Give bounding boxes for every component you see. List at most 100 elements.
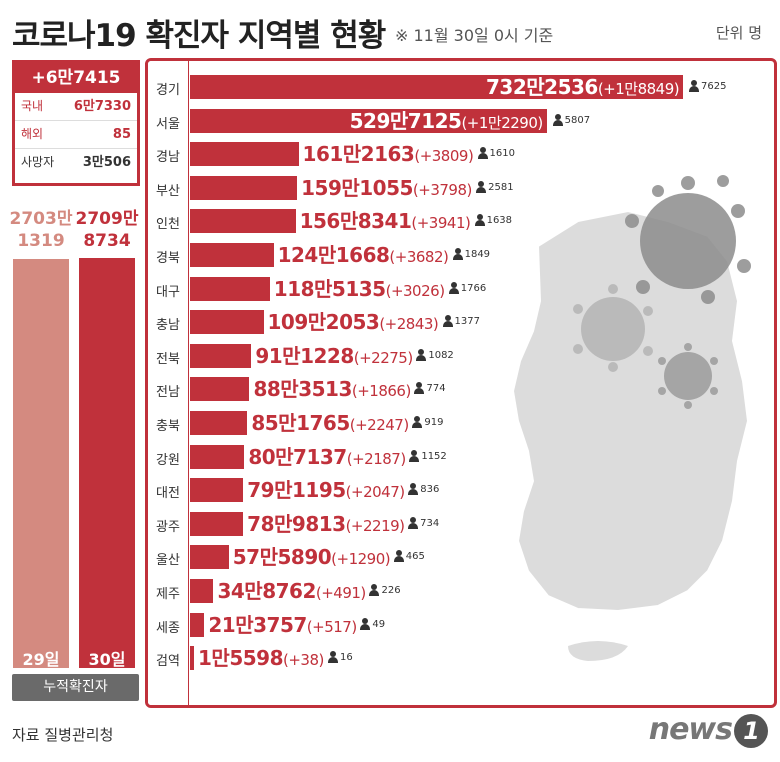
region-label: 강원 [156,452,180,468]
day-label-29: 29일 [22,650,60,669]
increase-value: (+3682) [389,248,449,266]
region-bar [190,545,229,570]
deaths-label: 1610 [477,142,515,166]
cases-value: 80만7137 [248,444,347,469]
deaths-value: 919 [424,417,444,428]
increase-value: (+2187) [346,449,406,468]
region-bar [190,646,194,671]
increase-value: (+3809) [414,147,474,166]
cases-value: 88만3513 [253,377,352,402]
region-label: 전남 [156,385,180,401]
deaths-label: 2581 [476,176,514,200]
region-bar [190,75,683,99]
cumulative-bar-29 [13,259,69,668]
person-icon [474,214,485,227]
person-icon [689,80,699,92]
person-icon [448,281,459,294]
person-icon [416,348,427,361]
news1-logo: news 1 [649,712,768,748]
person-icon [409,449,420,462]
person-icon [442,315,453,328]
deaths-value: 1638 [486,215,513,227]
source-note: 자료 질병관리청 [12,726,114,744]
cases-value: 21만3757 [208,612,307,637]
increase-value: (+3941) [411,214,471,233]
cases-value: 118만5135 [273,276,386,301]
deaths-value: 1152 [421,450,447,462]
cases-value: 79만1195 [247,478,346,503]
region-value-label: 732만2536(+1만8849) [486,75,680,101]
summary-value: 3만506 [82,155,131,170]
deaths-label: 1766 [448,277,487,301]
jeju-island-shape [568,641,628,661]
deaths-label: 774 [414,377,446,401]
region-label: 경기 [156,83,180,98]
cases-value: 1만5598 [198,646,283,671]
region-value-label: 88만3513(+1866) [253,377,411,403]
day-label-30: 30일 [88,650,126,669]
summary-row-overseas: 해외 85 [15,121,137,149]
summary-row-deaths: 사망자 3만506 [15,149,137,176]
logo-mark: 1 [734,714,768,748]
deaths-label: 1849 [452,243,490,267]
region-value-label: 80만7137(+2187) [248,444,406,471]
region-label: 검역 [156,654,180,670]
cases-value: 91만1228 [255,343,354,368]
person-icon [369,584,380,596]
deaths-value: 1766 [460,282,487,294]
deaths-value: 1610 [489,148,515,160]
region-value-label: 1만5598(+38) [198,646,324,672]
increase-value: (+3026) [385,281,445,300]
deaths-label: 7625 [689,75,726,99]
region-label: 대전 [156,486,180,502]
person-icon [408,516,419,529]
region-value-label: 159만1055(+3798) [301,176,472,202]
increase-value: (+1만8849) [597,80,680,98]
increase-value: (+1290) [331,550,391,569]
cases-value: 109만2053 [267,310,380,335]
region-bar [190,108,547,133]
person-icon [477,147,488,160]
cumulative-value-29: 2703만 1319 [9,208,73,252]
deaths-label: 16 [328,646,353,670]
increase-value: (+2219) [345,516,405,535]
region-bar [190,478,244,503]
deaths-value: 5807 [564,114,591,126]
cases-value: 161만2163 [302,142,415,167]
person-icon [393,550,404,563]
region-value-label: 34만8762(+491) [217,579,366,605]
korea-map-illustration [511,175,751,661]
person-icon [408,483,419,496]
logo-text: news [648,712,733,747]
region-bar [190,310,264,335]
deaths-label: 1082 [416,344,454,368]
deaths-value: 1377 [454,316,480,328]
unit-label: 단위 명 [715,24,762,42]
region-bar [190,511,244,536]
increase-value: (+38) [282,651,324,670]
region-bar [190,142,299,167]
cases-value: 732만2536 [486,75,598,99]
summary-label: 국내 [21,99,44,113]
region-bar [190,579,214,603]
region-bar [190,343,252,368]
region-value-label: 529만7125(+1만2290) [350,109,544,135]
region-label: 대구 [156,284,180,300]
deaths-label: 836 [408,478,439,502]
deaths-value: 49 [372,618,386,630]
region-label: 제주 [156,587,180,602]
deaths-value: 7625 [701,81,727,92]
person-icon [412,416,423,428]
cumulative-value-line2: 8734 [83,231,131,251]
virus-illustration-large [625,175,751,304]
cases-value: 34만8762 [217,579,316,603]
deaths-label: 919 [412,411,443,435]
region-label: 충남 [156,318,180,334]
cases-value: 57만5890 [232,545,332,570]
region-bar [190,377,250,402]
summary-label: 사망자 [21,155,55,169]
deaths-label: 1638 [474,209,513,233]
cases-value: 85만1765 [251,411,350,435]
person-icon [476,180,487,193]
cumulative-value-line1: 2703만 [9,209,73,229]
